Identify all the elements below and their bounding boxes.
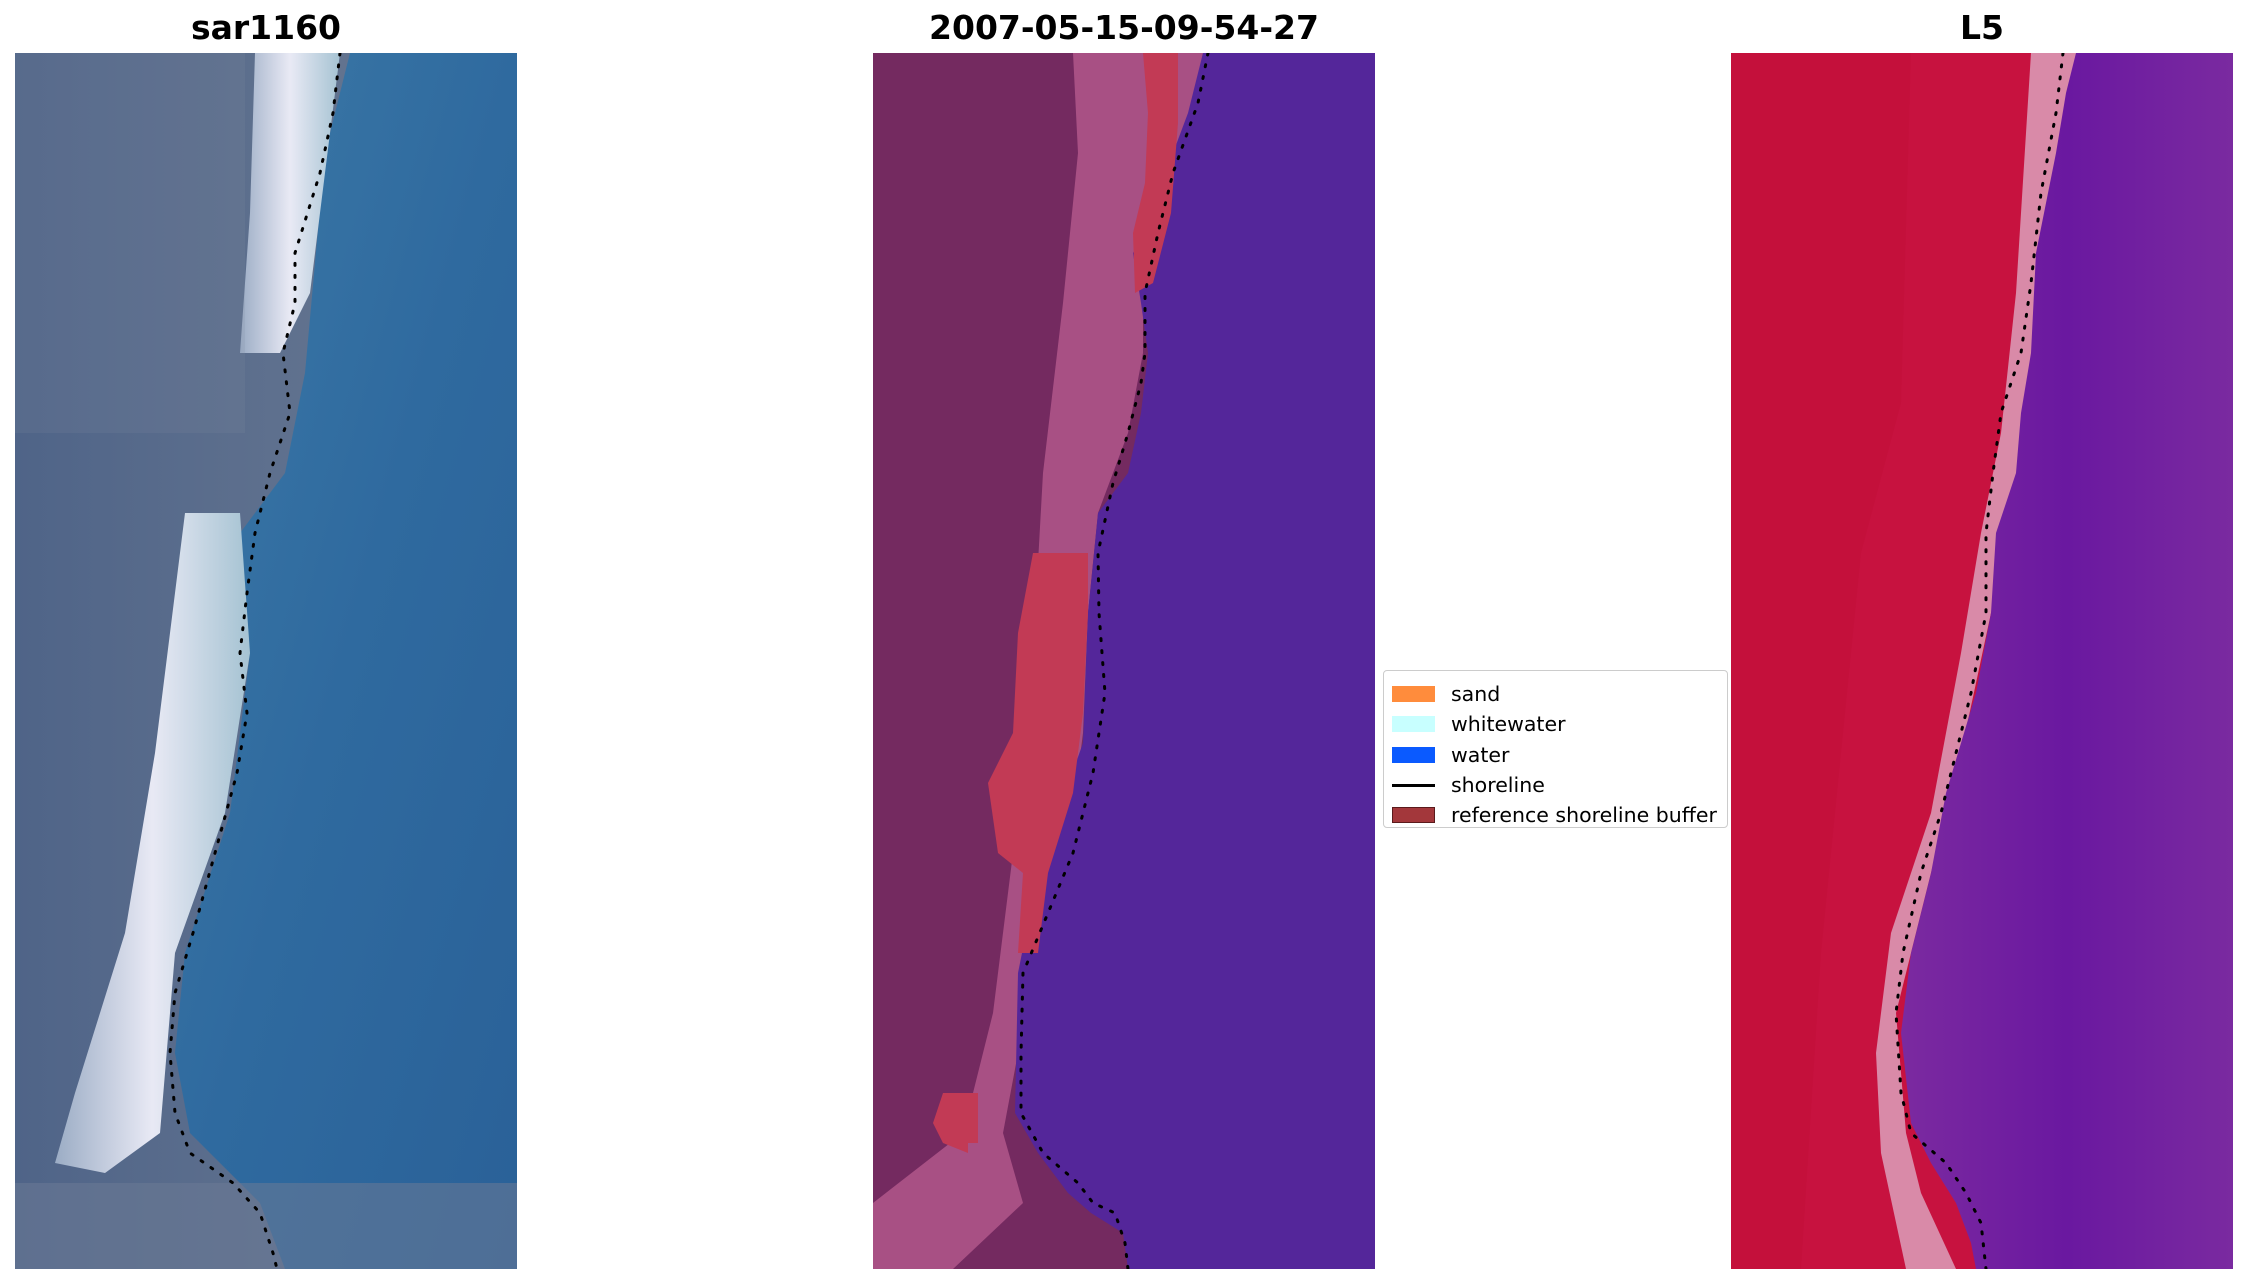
rgb-image-panel: [15, 53, 517, 1269]
legend: sand whitewater water shoreline referenc…: [1383, 670, 1728, 828]
panel-title-classification: 2007-05-15-09-54-27: [929, 8, 1319, 47]
legend-item-shoreline: shoreline: [1392, 770, 1727, 800]
index-image: [1731, 53, 2233, 1269]
legend-swatch-sand: [1392, 686, 1435, 703]
legend-swatch-whitewater: [1392, 716, 1435, 733]
panel-title-rgb: sar1160: [190, 8, 342, 47]
legend-swatch-water: [1392, 746, 1435, 763]
legend-item-whitewater: whitewater: [1392, 709, 1727, 739]
legend-item-reference-buffer: reference shoreline buffer: [1392, 800, 1727, 830]
legend-item-sand: sand: [1392, 679, 1727, 709]
legend-label: reference shoreline buffer: [1451, 803, 1717, 828]
legend-swatch-shoreline: [1392, 783, 1435, 787]
index-image-panel: [1731, 53, 2233, 1269]
legend-swatch-buffer: [1392, 807, 1435, 824]
classification-image: [873, 53, 1375, 1269]
legend-label: whitewater: [1451, 712, 1566, 737]
panel-title-index: L5: [1960, 8, 2004, 47]
legend-item-water: water: [1392, 740, 1727, 770]
classification-panel: [873, 53, 1375, 1269]
legend-label: shoreline: [1451, 773, 1545, 798]
rgb-image: [15, 53, 517, 1269]
legend-label: water: [1451, 742, 1510, 767]
legend-label: sand: [1451, 682, 1501, 707]
